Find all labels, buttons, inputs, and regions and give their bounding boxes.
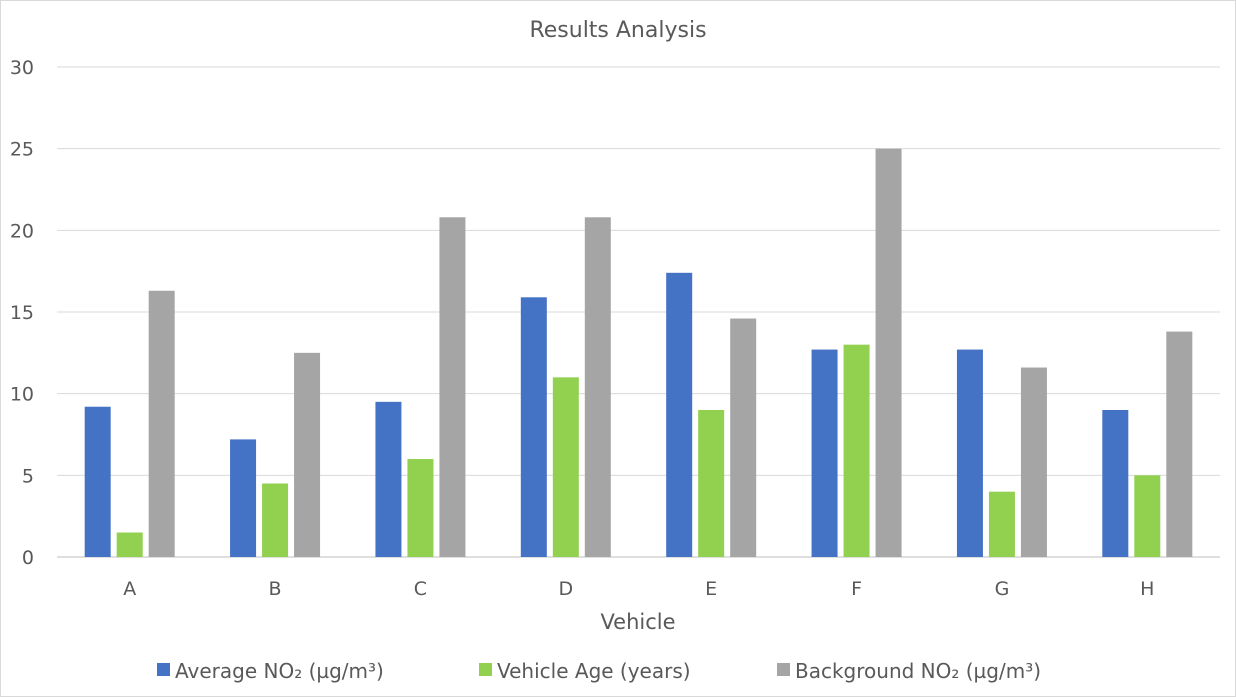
legend-label: Background NO₂ (µg/m³) [795,659,1041,683]
bar-A-series-0 [84,406,111,557]
y-tick-label: 5 [22,465,34,487]
bar-D-series-1 [552,377,579,557]
x-tick-label: G [995,578,1010,600]
x-tick-label: C [414,578,427,600]
bar-E-series-1 [698,410,725,557]
y-tick-label: 0 [22,547,34,569]
bar-F-series-0 [811,349,838,557]
bar-F-series-2 [875,148,902,557]
legend-swatch [777,663,790,676]
bar-C-series-0 [375,401,402,557]
legend-swatch [479,663,492,676]
bar-H-series-1 [1134,475,1161,557]
bar-E-series-0 [666,272,693,557]
chart-title: Results Analysis [529,18,706,43]
x-tick-label: D [558,578,573,600]
bar-A-series-2 [148,290,175,557]
bar-B-series-1 [262,483,289,557]
x-axis-label: Vehicle [600,610,675,634]
y-tick-label: 10 [10,384,34,406]
bar-B-series-0 [230,439,257,557]
bar-F-series-1 [843,344,870,557]
bar-H-series-2 [1166,331,1193,557]
y-tick-label: 20 [10,220,34,242]
bar-G-series-1 [988,491,1015,557]
x-tick-label: B [269,578,282,600]
legend-label: Vehicle Age (years) [497,659,691,683]
bar-C-series-2 [439,217,466,557]
x-tick-label: A [123,578,136,600]
x-tick-label: E [705,578,717,600]
bar-A-series-1 [116,532,143,557]
legend-swatch [157,663,170,676]
bar-G-series-2 [1020,367,1047,557]
y-tick-label: 25 [10,139,34,161]
y-tick-label: 15 [10,302,34,324]
legend-label: Average NO₂ (µg/m³) [175,659,384,683]
bar-D-series-0 [520,297,547,557]
bar-B-series-2 [294,352,321,557]
x-tick-label: F [851,578,862,600]
bar-G-series-0 [956,349,983,557]
bar-H-series-0 [1102,410,1129,557]
bar-E-series-2 [730,318,757,557]
bar-C-series-1 [407,459,434,557]
x-tick-label: H [1140,578,1154,600]
bar-D-series-2 [584,217,611,557]
y-tick-label: 30 [10,57,34,79]
